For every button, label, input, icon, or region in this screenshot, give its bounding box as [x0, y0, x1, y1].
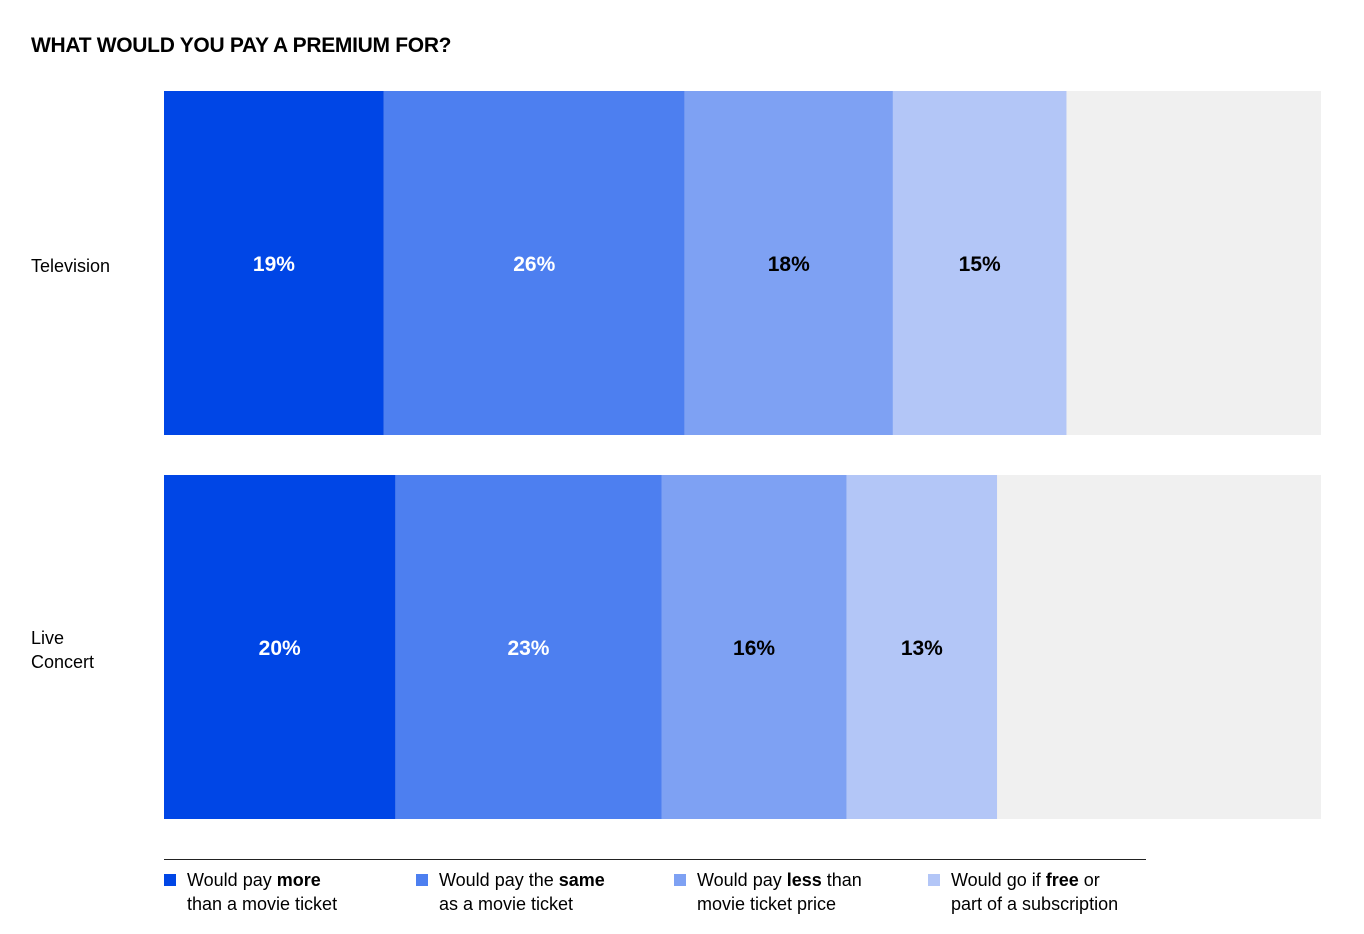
row-label-line: Live — [31, 628, 65, 648]
legend-text-line2: than a movie ticket — [187, 894, 338, 914]
bar-value-label-live-concert-s2: 23% — [507, 637, 549, 660]
legend-swatch — [674, 874, 686, 886]
row-label-live-concert: Live Concert — [31, 626, 94, 674]
bar-segment-television-s1 — [164, 91, 384, 435]
legend-swatch — [164, 874, 176, 886]
legend-text-bold: free — [1045, 870, 1079, 890]
legend-item-more: Would pay more than a movie ticket — [164, 868, 337, 916]
legend-text-pre: Would pay — [187, 870, 277, 890]
legend-text-pre: Would pay — [697, 870, 787, 890]
bar-value-label-live-concert-s3: 16% — [733, 637, 775, 660]
row-label-line: Concert — [31, 652, 95, 672]
legend-text-bold: more — [276, 870, 321, 890]
legend-text-post: or — [1078, 870, 1100, 890]
legend-text-pre: Would pay the — [439, 870, 559, 890]
legend-swatch — [928, 874, 940, 886]
legend-text-bold: same — [558, 870, 605, 890]
legend-text-pre: Would go if — [951, 870, 1046, 890]
bar-segment-television-s3 — [684, 91, 893, 435]
legend-text-line2: movie ticket price — [697, 894, 837, 914]
bar-segment-television-s2 — [383, 91, 685, 435]
bar-segment-live-concert-s2 — [395, 475, 662, 819]
legend-text-bold: less — [786, 870, 822, 890]
bar-value-label-live-concert-s1: 20% — [259, 637, 301, 660]
legend-swatch — [416, 874, 428, 886]
legend-text-post: than — [821, 870, 862, 890]
legend-item-free: Would go if free or part of a subscripti… — [928, 868, 1118, 916]
legend-text-line2: part of a subscription — [951, 894, 1119, 914]
row-label-line: Television — [31, 256, 111, 276]
legend-text-line2: as a movie ticket — [439, 894, 574, 914]
bar-value-label-television-s3: 18% — [768, 253, 810, 276]
bar-segment-live-concert-s3 — [661, 475, 847, 819]
bar-segment-television-s4 — [892, 91, 1067, 435]
row-label-television: Television — [31, 254, 110, 278]
legend-item-less: Would pay less than movie ticket price — [674, 868, 862, 916]
bar-value-label-television-s4: 15% — [959, 253, 1001, 276]
bar-segment-live-concert-s4 — [846, 475, 998, 819]
bar-value-label-television-s1: 19% — [253, 253, 295, 276]
bar-value-label-live-concert-s4: 13% — [901, 637, 943, 660]
bar-value-label-television-s2: 26% — [513, 253, 555, 276]
stacked-bar-chart: 19% 26% 18% 15% 20% 23% 16% 13% — [164, 91, 1321, 819]
bar-segment-live-concert-s1 — [164, 475, 396, 819]
legend-item-same: Would pay the same as a movie ticket — [416, 868, 605, 916]
legend-divider — [164, 859, 1146, 860]
chart-title: WHAT WOULD YOU PAY A PREMIUM FOR? — [31, 34, 452, 57]
